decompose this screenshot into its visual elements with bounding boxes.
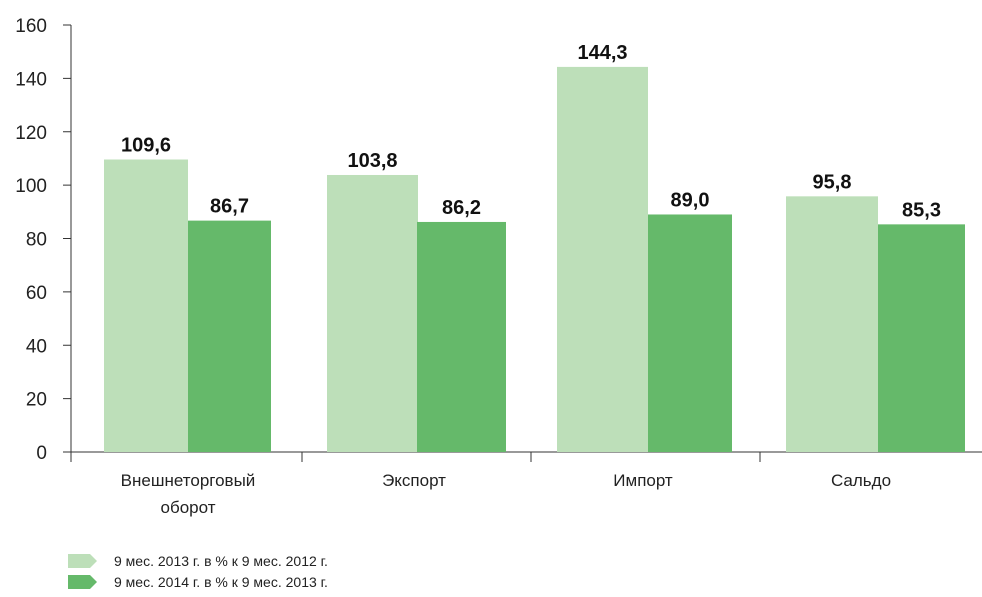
bar-value-label: 89,0 <box>671 189 710 211</box>
y-tick-label: 0 <box>36 443 47 464</box>
bar-value-label: 109,6 <box>121 135 171 157</box>
bar-series-1 <box>104 159 188 452</box>
legend: 9 мес. 2013 г. в % к 9 мес. 2012 г. 9 мес… <box>68 553 328 590</box>
bar-value-label: 95,8 <box>813 171 852 193</box>
y-tick-label: 80 <box>26 230 47 251</box>
bar-series-2 <box>188 220 271 452</box>
bar-series-2 <box>417 221 506 452</box>
bar-value-label: 103,8 <box>347 150 397 172</box>
x-axis: Внешнеторговый оборот Экспорт Импорт Сальдо <box>70 451 982 517</box>
legend-swatch <box>68 575 97 589</box>
category-label: Внешнеторговый <box>121 471 256 490</box>
bar-series-1 <box>327 174 418 452</box>
bar-value-label: 144,3 <box>577 42 627 64</box>
bar-series-1 <box>786 196 878 452</box>
bar-series-1 <box>557 66 648 452</box>
legend-label: 9 мес. 2014 г. в % к 9 мес. 2013 г. <box>114 574 328 590</box>
category-label: Сальдо <box>831 471 891 490</box>
y-tick-label: 100 <box>15 176 47 197</box>
category-label: оборот <box>161 498 216 517</box>
bar-value-label: 86,2 <box>442 197 481 219</box>
data-labels: 109,6 86,7 103,8 86,2 144,3 89,0 95,8 85,3 <box>121 42 941 221</box>
y-tick-label: 20 <box>26 390 47 411</box>
bar-value-label: 86,7 <box>210 196 249 218</box>
y-tick-label: 160 <box>15 16 47 37</box>
category-label: Импорт <box>613 471 673 490</box>
legend-label: 9 мес. 2013 г. в % к 9 мес. 2012 г. <box>114 553 328 569</box>
bar-value-label: 85,3 <box>902 199 941 221</box>
y-tick-label: 140 <box>15 69 47 90</box>
y-tick-label: 40 <box>26 336 47 357</box>
y-tick-label: 60 <box>26 283 47 304</box>
y-tick-label: 120 <box>15 123 47 144</box>
bars <box>104 66 965 452</box>
bar-series-2 <box>648 214 732 452</box>
y-axis: 0 20 40 60 80 100 120 140 160 <box>15 16 72 464</box>
legend-swatch <box>68 554 97 568</box>
bar-series-2 <box>878 224 965 452</box>
category-label: Экспорт <box>382 471 446 490</box>
